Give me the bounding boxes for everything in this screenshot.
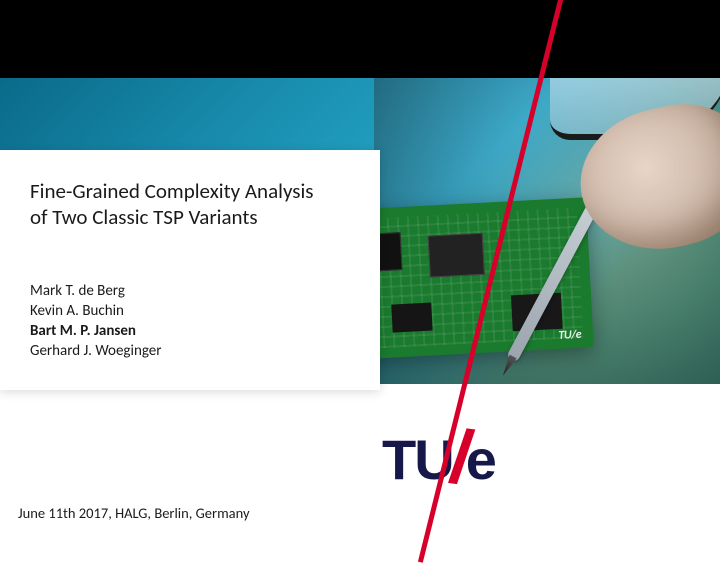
author-name-presenting: Bart M. P. Jansen [30,321,350,341]
pcb-chip [391,303,432,333]
pcb-logo-label: TU/e [558,328,581,343]
author-name: Mark T. de Berg [30,281,350,301]
author-name: Kevin A. Buchin [30,301,350,321]
pcb-chip [428,233,485,278]
footer-date-venue: June 11th 2017, HALG, Berlin, Germany [18,504,250,522]
top-black-bar [0,0,720,78]
title-line-2: of Two Classic TSP Variants [30,204,258,230]
slide-title: Fine-Grained Complexity Analysis of Two … [30,178,350,231]
author-name: Gerhard J. Woeginger [30,341,350,361]
title-text-panel: Fine-Grained Complexity Analysis of Two … [0,150,380,390]
author-list: Mark T. de Berg Kevin A. Buchin Bart M. … [30,281,350,362]
title-line-1: Fine-Grained Complexity Analysis [30,178,314,204]
